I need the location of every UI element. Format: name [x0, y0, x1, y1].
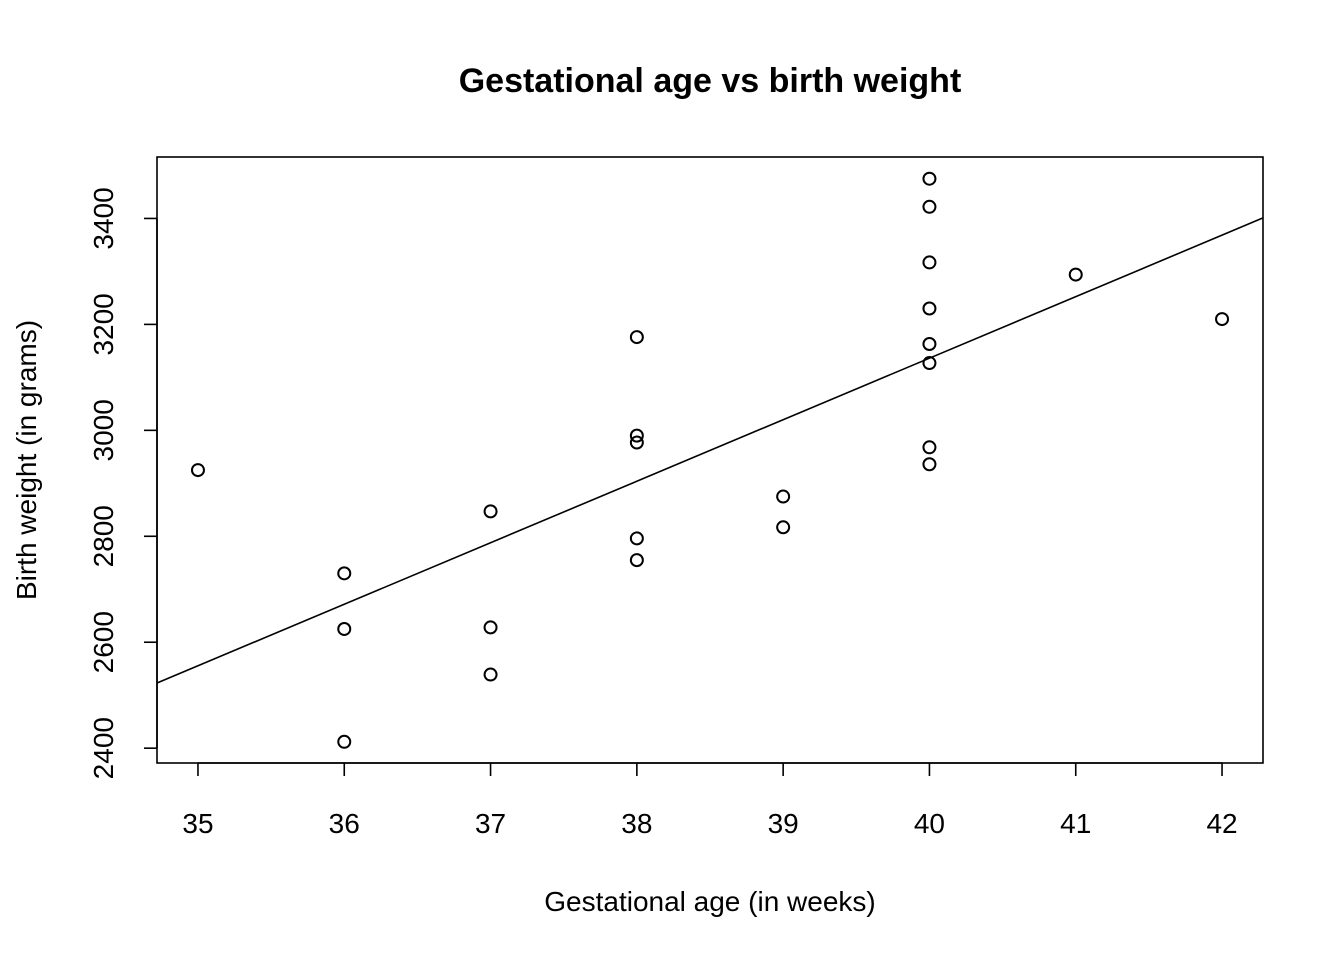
data-point	[337, 566, 352, 581]
data-point	[922, 199, 937, 214]
data-point	[629, 531, 644, 546]
data-point	[190, 463, 205, 478]
x-tick-label: 38	[621, 808, 652, 839]
data-point	[922, 356, 937, 371]
y-tick-label: 3200	[88, 293, 119, 355]
y-tick-label: 3400	[88, 187, 119, 249]
regression-line	[156, 217, 1264, 684]
data-point	[337, 621, 352, 636]
data-point	[922, 336, 937, 351]
data-point	[629, 428, 644, 443]
x-tick-label: 41	[1060, 808, 1091, 839]
x-axis-label: Gestational age (in weeks)	[544, 886, 876, 917]
data-point	[776, 489, 791, 504]
data-point	[922, 255, 937, 270]
x-tick-label: 35	[182, 808, 213, 839]
data-point	[1068, 267, 1083, 282]
y-tick-label: 2400	[88, 717, 119, 779]
x-tick-label: 40	[914, 808, 945, 839]
data-point	[483, 620, 498, 635]
data-point	[922, 457, 937, 472]
data-point	[776, 520, 791, 535]
x-tick-label: 42	[1206, 808, 1237, 839]
chart-title: Gestational age vs birth weight	[459, 62, 962, 100]
y-tick-label: 2600	[88, 611, 119, 673]
x-tick-label: 39	[768, 808, 799, 839]
y-tick-label: 3000	[88, 399, 119, 461]
plot-area: 35 36 37 38 39 40 41 42 2400 2600 2800 3000 3200 3400	[88, 156, 1264, 839]
data-point	[629, 330, 644, 345]
y-tick-label: 2800	[88, 505, 119, 567]
data-point	[922, 171, 937, 186]
x-tick-label: 36	[329, 808, 360, 839]
data-point	[483, 667, 498, 682]
x-tick-label: 37	[475, 808, 506, 839]
data-point	[337, 734, 352, 749]
data-point	[629, 553, 644, 568]
data-point	[483, 504, 498, 519]
data-point	[629, 435, 644, 450]
plot-frame	[156, 156, 1264, 764]
data-point	[1215, 312, 1230, 327]
data-point	[922, 301, 937, 316]
data-point	[922, 440, 937, 455]
y-axis-label: Birth weight (in grams)	[11, 320, 42, 600]
